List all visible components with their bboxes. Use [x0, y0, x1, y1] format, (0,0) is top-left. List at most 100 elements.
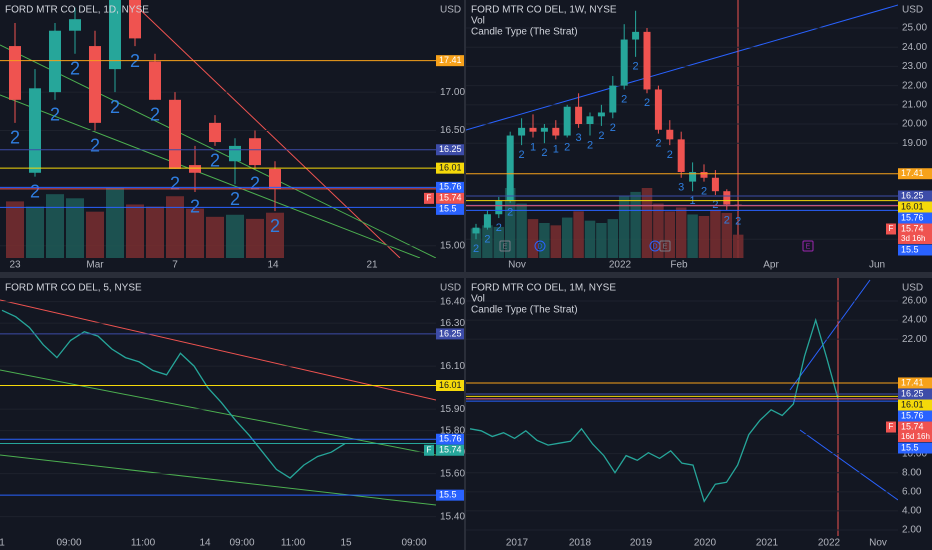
event-label: E: [503, 243, 508, 250]
volume-bar: [516, 203, 527, 258]
volume-bar: [527, 219, 539, 258]
strat-label: 2: [587, 139, 593, 151]
y-tick-label: 10.00: [902, 448, 927, 459]
x-tick-label: Jun: [869, 260, 885, 271]
candle-body: [654, 89, 662, 130]
countdown: 3d 16h: [901, 234, 925, 243]
y-tick-label: 8.00: [902, 467, 922, 478]
separator: [0, 272, 932, 278]
volume-bar: [539, 223, 550, 258]
y-tick-label: 15.60: [440, 468, 465, 479]
strat-label: 1: [553, 143, 559, 155]
candle-body: [609, 85, 617, 113]
trend-lines: [0, 0, 436, 258]
strat-label: 2: [90, 135, 100, 155]
price-tag: [436, 444, 464, 456]
candle-body: [89, 46, 101, 123]
x-tick-label: 09:00: [401, 538, 426, 549]
price-tag-label: 15.74: [901, 421, 924, 431]
strat-label: 1: [530, 141, 536, 153]
price-tag: [898, 377, 932, 389]
strat-label: 2: [473, 243, 479, 255]
pane: 222221212322222222312222: [466, 10, 898, 258]
strat-label: 2: [496, 222, 502, 234]
y-tick-label: 25.00: [902, 23, 927, 34]
volume-bar: [664, 211, 676, 258]
price-line: [1, 309, 346, 479]
price-tag-label: 15.74: [901, 223, 924, 233]
price-tag: [898, 201, 932, 213]
event-marker: [659, 240, 671, 252]
candle-body: [643, 31, 651, 90]
separator: [464, 0, 466, 272]
countdown-box: [898, 432, 932, 443]
event-marker: [802, 240, 814, 252]
x-tick-label: 1: [0, 538, 5, 549]
strat-label: 2: [633, 61, 639, 73]
strat-label: 2: [564, 141, 570, 153]
volume-bar: [46, 194, 64, 258]
price-tag: [436, 489, 464, 501]
currency: USD: [440, 283, 461, 294]
strat-label: 2: [170, 174, 180, 194]
candle-body: [69, 19, 81, 31]
volume-bar: [166, 196, 184, 258]
price-tag-label: 16.01: [439, 163, 462, 173]
strat-label: 2: [644, 97, 650, 109]
price-tag-label: 15.76: [901, 410, 924, 420]
volume-bar: [66, 198, 84, 258]
indicator-name: Vol: [471, 16, 485, 27]
price-line: [469, 317, 839, 503]
x-tick-label: Feb: [670, 260, 688, 271]
strat-label: 2: [621, 93, 627, 105]
y-tick-label: 17.00: [440, 87, 465, 98]
flag-label: F: [427, 193, 432, 202]
currency: USD: [440, 5, 461, 16]
indicator-name: Candle Type (The Strat): [471, 305, 578, 316]
x-tick-label: 09:00: [56, 538, 81, 549]
y-tick-label: 16.30: [440, 318, 465, 329]
price-tag: [436, 328, 464, 340]
strat-label: 2: [150, 105, 160, 125]
y-tick-label: 20.00: [902, 119, 927, 130]
flag-box: [886, 421, 896, 433]
price-tag: [898, 442, 932, 454]
price-tag: [436, 55, 464, 67]
candle-body: [586, 116, 594, 125]
price-tag: [436, 380, 464, 391]
volume-bar: [266, 212, 284, 258]
volume-bar: [584, 220, 596, 258]
price-tag: [436, 433, 464, 445]
y-tick-label: 22.00: [902, 80, 927, 91]
price-tag-label: 15.76: [439, 182, 462, 192]
price-tag-label: 16.25: [901, 190, 924, 200]
volume-bar: [226, 214, 244, 258]
strat-label: 2: [30, 181, 40, 201]
candle-body: [472, 227, 480, 234]
y-tick-label: 15.80: [440, 425, 465, 436]
volume-bar: [86, 211, 104, 258]
candle-body: [518, 127, 526, 136]
countdown-box: [898, 233, 932, 244]
strat-label: 3: [576, 132, 582, 144]
x-tick-label: 14: [199, 538, 211, 549]
candle-body: [575, 106, 583, 125]
price-tag-label: 16.25: [439, 144, 462, 154]
y-tick-label: 22.00: [902, 334, 927, 345]
y-tick-label: 2.00: [902, 525, 922, 536]
volume-bar: [721, 212, 733, 258]
volume-bar: [710, 209, 721, 258]
symbol-title: FORD MTR CO DEL, 1M, NYSE: [471, 283, 616, 294]
volume-bar: [493, 226, 505, 258]
candle-body: [620, 39, 628, 86]
strat-label: 2: [50, 105, 60, 125]
candle-body: [229, 145, 241, 162]
x-tick-label: 15: [340, 538, 352, 549]
trend-lines: [466, 0, 898, 258]
volume-bar: [206, 216, 224, 258]
price-tag: [436, 181, 464, 193]
price-tag-label: 15.74: [439, 445, 462, 455]
price-tag: [898, 388, 932, 400]
volume-bar: [607, 219, 619, 258]
